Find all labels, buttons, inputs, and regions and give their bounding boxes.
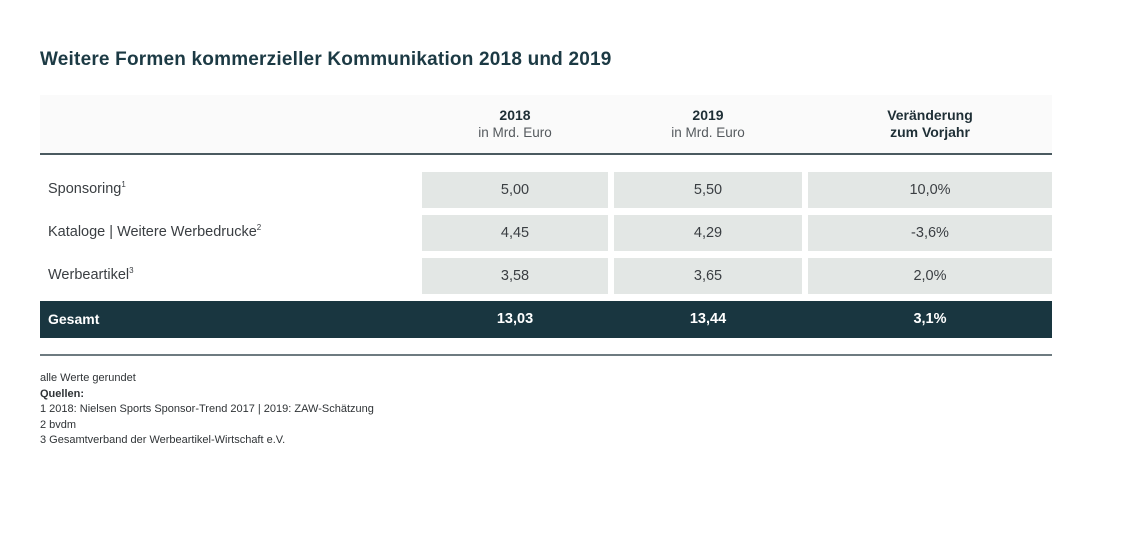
- data-table: 2018 in Mrd. Euro 2019 in Mrd. Euro Verä…: [40, 95, 1052, 338]
- value-change: -3,6%: [808, 215, 1052, 251]
- header-2018-label: 2018: [499, 107, 531, 123]
- value-change: 10,0%: [808, 172, 1052, 208]
- row-label: Werbeartikel3: [48, 266, 134, 283]
- value-2018: 5,00: [422, 172, 608, 208]
- total-2019: 13,44: [689, 311, 727, 327]
- header-change-sub: zum Vorjahr: [890, 124, 970, 140]
- footnote-ref: 2: [256, 223, 262, 232]
- row-label: Sponsoring1: [48, 180, 126, 197]
- table-row: Sponsoring1 5,00 5,50 10,0%: [40, 172, 1052, 208]
- footnote-ref: 1: [121, 180, 126, 189]
- value-2019: 3,65: [614, 258, 802, 294]
- header-2018-unit: in Mrd. Euro: [478, 125, 552, 140]
- header-2018: 2018 in Mrd. Euro: [422, 107, 608, 141]
- page-title: Weitere Formen kommerzieller Kommunikati…: [40, 49, 612, 70]
- value-2019: 4,29: [614, 215, 802, 251]
- header-2019: 2019 in Mrd. Euro: [614, 107, 802, 141]
- total-label: Gesamt: [48, 311, 100, 327]
- footnotes: alle Werte gerundet Quellen: 1 2018: Nie…: [40, 371, 374, 449]
- total-change: 3,1%: [913, 311, 947, 327]
- total-row: Gesamt 13,03 13,44 3,1%: [40, 301, 1052, 338]
- source-item: 2 bvdm: [40, 418, 77, 431]
- table-row: Werbeartikel3 3,58 3,65 2,0%: [40, 258, 1052, 294]
- table-bottom-divider: [40, 354, 1052, 356]
- value-2018: 3,58: [422, 258, 608, 294]
- source-item: 1 2018: Nielsen Sports Sponsor-Trend 201…: [40, 403, 374, 415]
- header-change-label: Veränderung: [887, 107, 973, 123]
- table-row: Kataloge | Weitere Werbedrucke2 4,45 4,2…: [40, 215, 1052, 251]
- source-item: 3 Gesamtverband der Werbeartikel-Wirtsch…: [40, 434, 286, 446]
- header-2019-label: 2019: [692, 107, 724, 123]
- value-2018: 4,45: [422, 215, 608, 251]
- row-label: Kataloge | Weitere Werbedrucke2: [48, 223, 262, 240]
- header-2019-unit: in Mrd. Euro: [671, 125, 745, 140]
- sources-label: Quellen:: [40, 387, 85, 400]
- footnote-ref: 3: [129, 266, 134, 275]
- value-2019: 5,50: [614, 172, 802, 208]
- total-2018: 13,03: [496, 311, 534, 327]
- table-header: 2018 in Mrd. Euro 2019 in Mrd. Euro Verä…: [40, 95, 1052, 155]
- value-change: 2,0%: [808, 258, 1052, 294]
- header-change: Veränderung zum Vorjahr: [808, 107, 1052, 141]
- rounding-note: alle Werte gerundet: [40, 372, 136, 384]
